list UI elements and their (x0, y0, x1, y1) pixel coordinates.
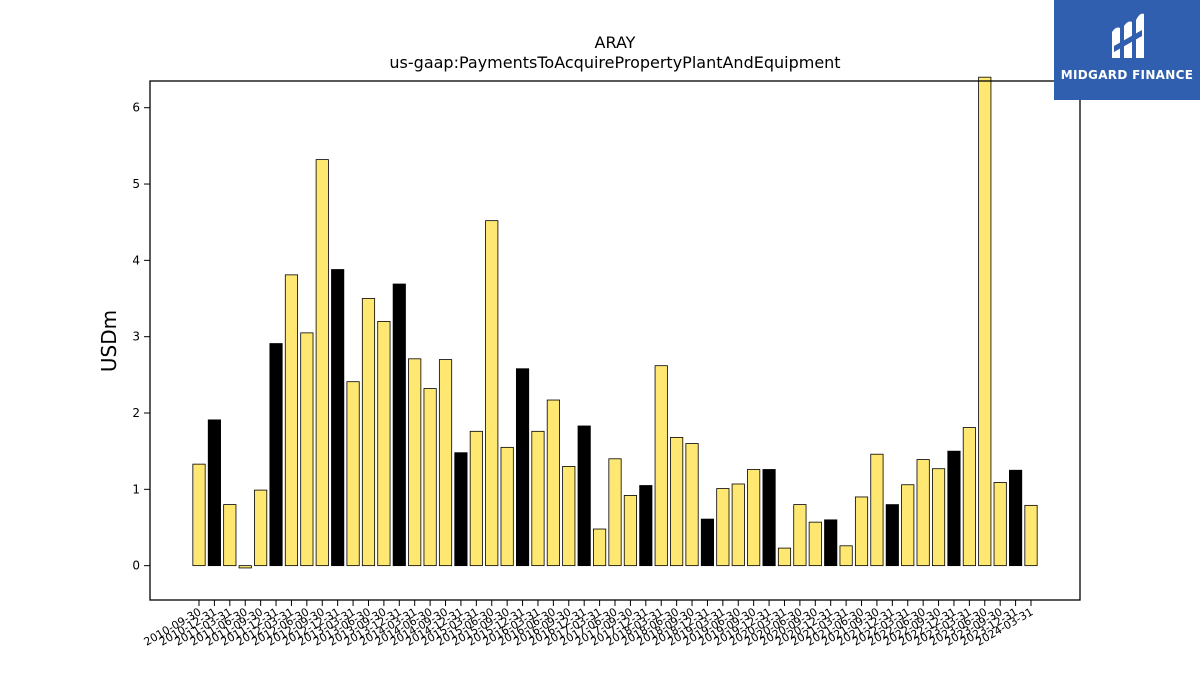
bar (254, 489, 268, 567)
midgard-finance-logo: MIDGARD FINANCE (1054, 0, 1200, 100)
bar (947, 450, 961, 567)
bar (300, 332, 314, 567)
bar (346, 381, 360, 567)
bar (515, 368, 530, 567)
bar-series (192, 76, 1038, 569)
bar (361, 298, 376, 567)
bar (700, 518, 715, 567)
bar (438, 359, 453, 567)
bar (408, 358, 422, 567)
bar (654, 365, 668, 567)
bar (454, 452, 468, 567)
y-tick-label: 0 (132, 559, 140, 573)
bar (423, 388, 437, 567)
bar (284, 274, 299, 567)
bar (978, 76, 992, 567)
bar (608, 458, 622, 567)
bar (747, 469, 761, 567)
x-axis-ticks: 2010-09-302010-12-312011-03-312011-06-30… (142, 600, 1036, 649)
bar (870, 453, 884, 567)
plot-frame (149, 80, 1081, 601)
bar (685, 443, 699, 567)
bar (469, 430, 483, 567)
bar (192, 463, 206, 567)
y-tick-label: 3 (132, 330, 140, 344)
bar (315, 159, 329, 567)
bar (331, 269, 345, 567)
bar (793, 504, 807, 567)
bar (223, 504, 237, 567)
bar (639, 485, 653, 567)
bar (562, 466, 576, 567)
bar (762, 469, 776, 567)
midgard-logo-icon (1112, 13, 1144, 59)
bar (269, 343, 283, 567)
bar (485, 220, 499, 567)
bar (392, 283, 406, 567)
bar (901, 484, 915, 567)
bar (623, 495, 637, 567)
bar (207, 419, 221, 567)
bar (839, 545, 853, 567)
chart-title: ARAY (595, 33, 636, 52)
bar (824, 519, 838, 567)
bar (854, 496, 869, 567)
chart-subtitle: us-gaap:PaymentsToAcquirePropertyPlantAn… (389, 53, 840, 72)
bar (916, 459, 930, 567)
bar (962, 427, 976, 567)
bar (1024, 504, 1038, 567)
y-tick-label: 2 (132, 406, 140, 420)
bar (731, 483, 745, 567)
y-tick-label: 5 (132, 177, 140, 191)
y-axis-label: USDm (97, 310, 121, 372)
bar (377, 321, 391, 567)
bar (931, 468, 946, 567)
bar (808, 521, 822, 567)
y-axis-ticks: 0 1 2 3 4 5 6 (132, 101, 150, 573)
bar (500, 446, 514, 567)
bar (546, 399, 560, 567)
y-tick-label: 4 (132, 253, 140, 267)
bar (777, 547, 792, 567)
bar (885, 504, 899, 567)
bar (238, 565, 252, 569)
bar (1009, 469, 1023, 567)
bar (531, 430, 545, 567)
bar (716, 488, 730, 567)
bar (670, 437, 684, 567)
y-tick-label: 6 (132, 101, 140, 115)
logo-text: MIDGARD FINANCE (1060, 68, 1194, 82)
bar (993, 482, 1007, 567)
bar (577, 425, 591, 567)
y-tick-label: 1 (132, 482, 140, 496)
bar (593, 528, 607, 567)
